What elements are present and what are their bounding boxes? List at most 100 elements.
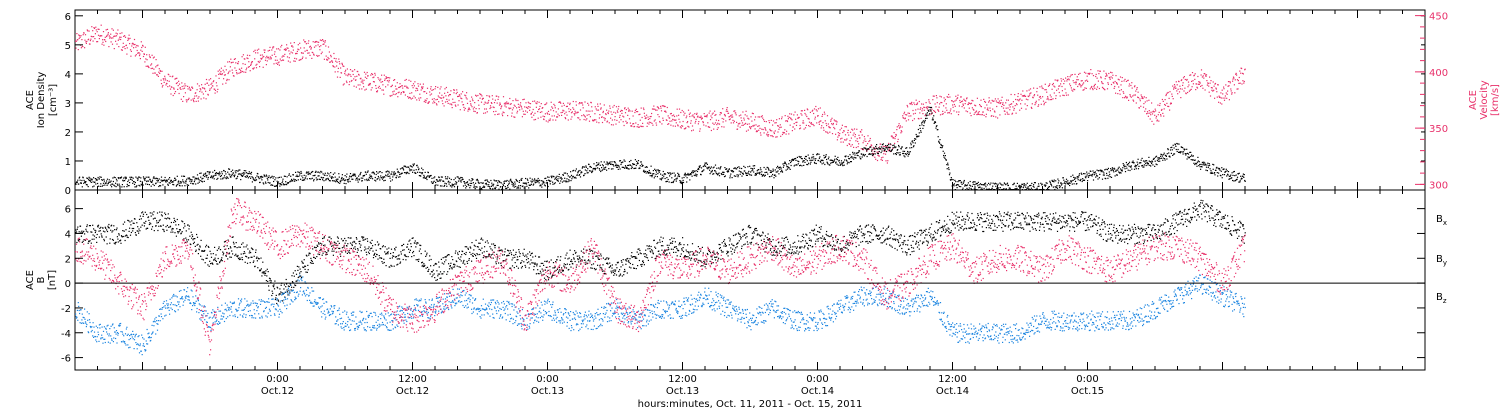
point-density xyxy=(279,183,281,185)
point-velocity xyxy=(937,109,939,111)
point-velocity xyxy=(330,56,332,58)
point-density xyxy=(747,172,749,174)
point-velocity xyxy=(1120,84,1122,86)
point-velocity xyxy=(204,88,206,90)
point-velocity xyxy=(1074,81,1077,83)
point-density xyxy=(331,177,333,180)
point-density xyxy=(755,173,757,176)
point-density xyxy=(401,172,403,174)
point-velocity xyxy=(424,99,426,101)
point-density xyxy=(798,155,800,158)
point-density xyxy=(527,181,529,184)
point-density xyxy=(135,176,137,178)
point-density xyxy=(169,182,171,184)
point-velocity xyxy=(108,46,110,48)
point-velocity xyxy=(192,99,195,101)
point-density xyxy=(1120,170,1122,172)
point-density xyxy=(509,179,511,181)
point-velocity xyxy=(739,126,741,128)
point-density xyxy=(576,174,578,176)
point-velocity xyxy=(480,101,483,103)
point-density xyxy=(949,172,951,174)
point-density xyxy=(419,171,421,173)
point-density xyxy=(935,127,937,129)
point-density xyxy=(948,168,950,171)
point-density xyxy=(520,185,522,187)
point-velocity xyxy=(1137,91,1139,93)
point-velocity xyxy=(445,86,447,89)
point-density xyxy=(150,181,152,183)
point-density xyxy=(934,121,936,123)
point-density xyxy=(245,170,247,172)
point-velocity xyxy=(318,55,320,57)
point-velocity xyxy=(942,110,944,112)
point-velocity xyxy=(786,130,788,132)
point-density xyxy=(1108,175,1110,177)
point-density xyxy=(819,156,821,158)
point-velocity xyxy=(270,57,272,59)
point-velocity xyxy=(1236,74,1238,76)
point-velocity xyxy=(748,118,750,120)
point-density xyxy=(876,152,879,154)
point-velocity xyxy=(829,127,831,129)
point-velocity xyxy=(1172,85,1174,87)
point-velocity xyxy=(762,128,764,131)
point-velocity xyxy=(344,71,346,73)
point-density xyxy=(1118,166,1120,168)
point-velocity xyxy=(1215,88,1217,90)
point-velocity xyxy=(532,108,534,111)
point-velocity xyxy=(983,114,985,116)
point-velocity xyxy=(787,115,789,117)
point-density xyxy=(433,177,435,179)
point-density xyxy=(563,180,565,182)
point-density xyxy=(190,179,192,181)
point-density xyxy=(460,181,462,183)
point-velocity xyxy=(278,61,280,63)
point-density xyxy=(950,179,952,181)
point-velocity xyxy=(1084,87,1086,89)
point-density xyxy=(1000,189,1002,191)
point-velocity xyxy=(584,116,586,118)
point-velocity xyxy=(682,111,685,113)
point-velocity xyxy=(699,130,701,132)
point-velocity xyxy=(949,96,951,98)
point-density xyxy=(796,164,798,166)
point-velocity xyxy=(826,124,828,127)
point-velocity xyxy=(773,131,775,133)
point-density xyxy=(1059,185,1061,187)
point-density xyxy=(280,183,282,185)
point-density xyxy=(143,177,145,179)
point-density xyxy=(596,162,598,164)
point-density xyxy=(940,144,942,146)
point-density xyxy=(90,179,92,181)
point-density xyxy=(577,172,579,174)
point-velocity xyxy=(412,83,415,85)
point-velocity xyxy=(646,125,648,127)
point-density xyxy=(947,162,949,164)
point-density xyxy=(75,181,78,184)
point-velocity xyxy=(1006,111,1008,113)
point-velocity xyxy=(187,85,189,87)
point-velocity xyxy=(1030,106,1032,108)
point-density xyxy=(1109,176,1111,178)
point-velocity xyxy=(302,52,304,54)
point-density xyxy=(517,187,519,189)
point-density xyxy=(1052,186,1054,188)
point-velocity xyxy=(297,44,299,46)
point-velocity xyxy=(340,67,342,69)
point-velocity xyxy=(574,114,576,116)
point-velocity xyxy=(905,120,907,122)
point-density xyxy=(451,183,453,185)
point-velocity xyxy=(208,79,210,81)
point-density xyxy=(289,180,291,182)
point-velocity xyxy=(606,120,609,122)
point-velocity xyxy=(491,95,493,97)
point-velocity xyxy=(310,48,312,50)
point-velocity xyxy=(857,140,859,143)
point-velocity xyxy=(755,131,757,133)
point-velocity xyxy=(174,78,176,80)
point-density xyxy=(78,177,80,179)
point-density xyxy=(138,176,140,178)
point-velocity xyxy=(370,74,372,76)
point-density xyxy=(986,184,988,186)
